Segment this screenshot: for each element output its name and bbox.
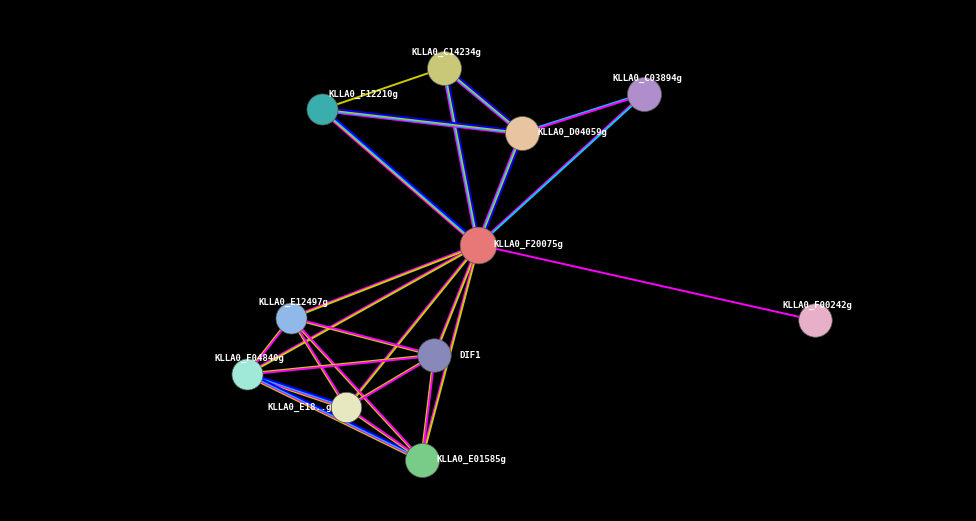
Point (283, 314, 299, 322)
Point (436, 64, 452, 72)
Point (339, 403, 354, 412)
Text: KLLA0_F04840g: KLLA0_F04840g (215, 354, 285, 363)
Point (314, 105, 330, 114)
Point (636, 90, 652, 98)
Point (470, 241, 486, 249)
Point (807, 316, 823, 325)
Text: DIF1: DIF1 (460, 351, 481, 360)
Text: KLLA0_C14234g: KLLA0_C14234g (412, 48, 482, 57)
Point (514, 129, 530, 137)
Text: KLLA0_E01585g: KLLA0_E01585g (436, 455, 507, 464)
Point (427, 351, 442, 359)
Point (414, 455, 429, 464)
Text: KLLA0_F20075g: KLLA0_F20075g (493, 240, 563, 250)
Text: KLLA0_C03894g: KLLA0_C03894g (612, 74, 682, 83)
Text: KLLA0_F00242g: KLLA0_F00242g (783, 301, 853, 309)
Point (239, 370, 255, 378)
Text: KLLA0_E18..g: KLLA0_E18..g (267, 403, 332, 412)
Text: KLLA0_F12210g: KLLA0_F12210g (329, 90, 398, 98)
Text: KLLA0_E12497g: KLLA0_E12497g (259, 298, 329, 307)
Text: KLLA0_D04059g: KLLA0_D04059g (537, 128, 607, 138)
